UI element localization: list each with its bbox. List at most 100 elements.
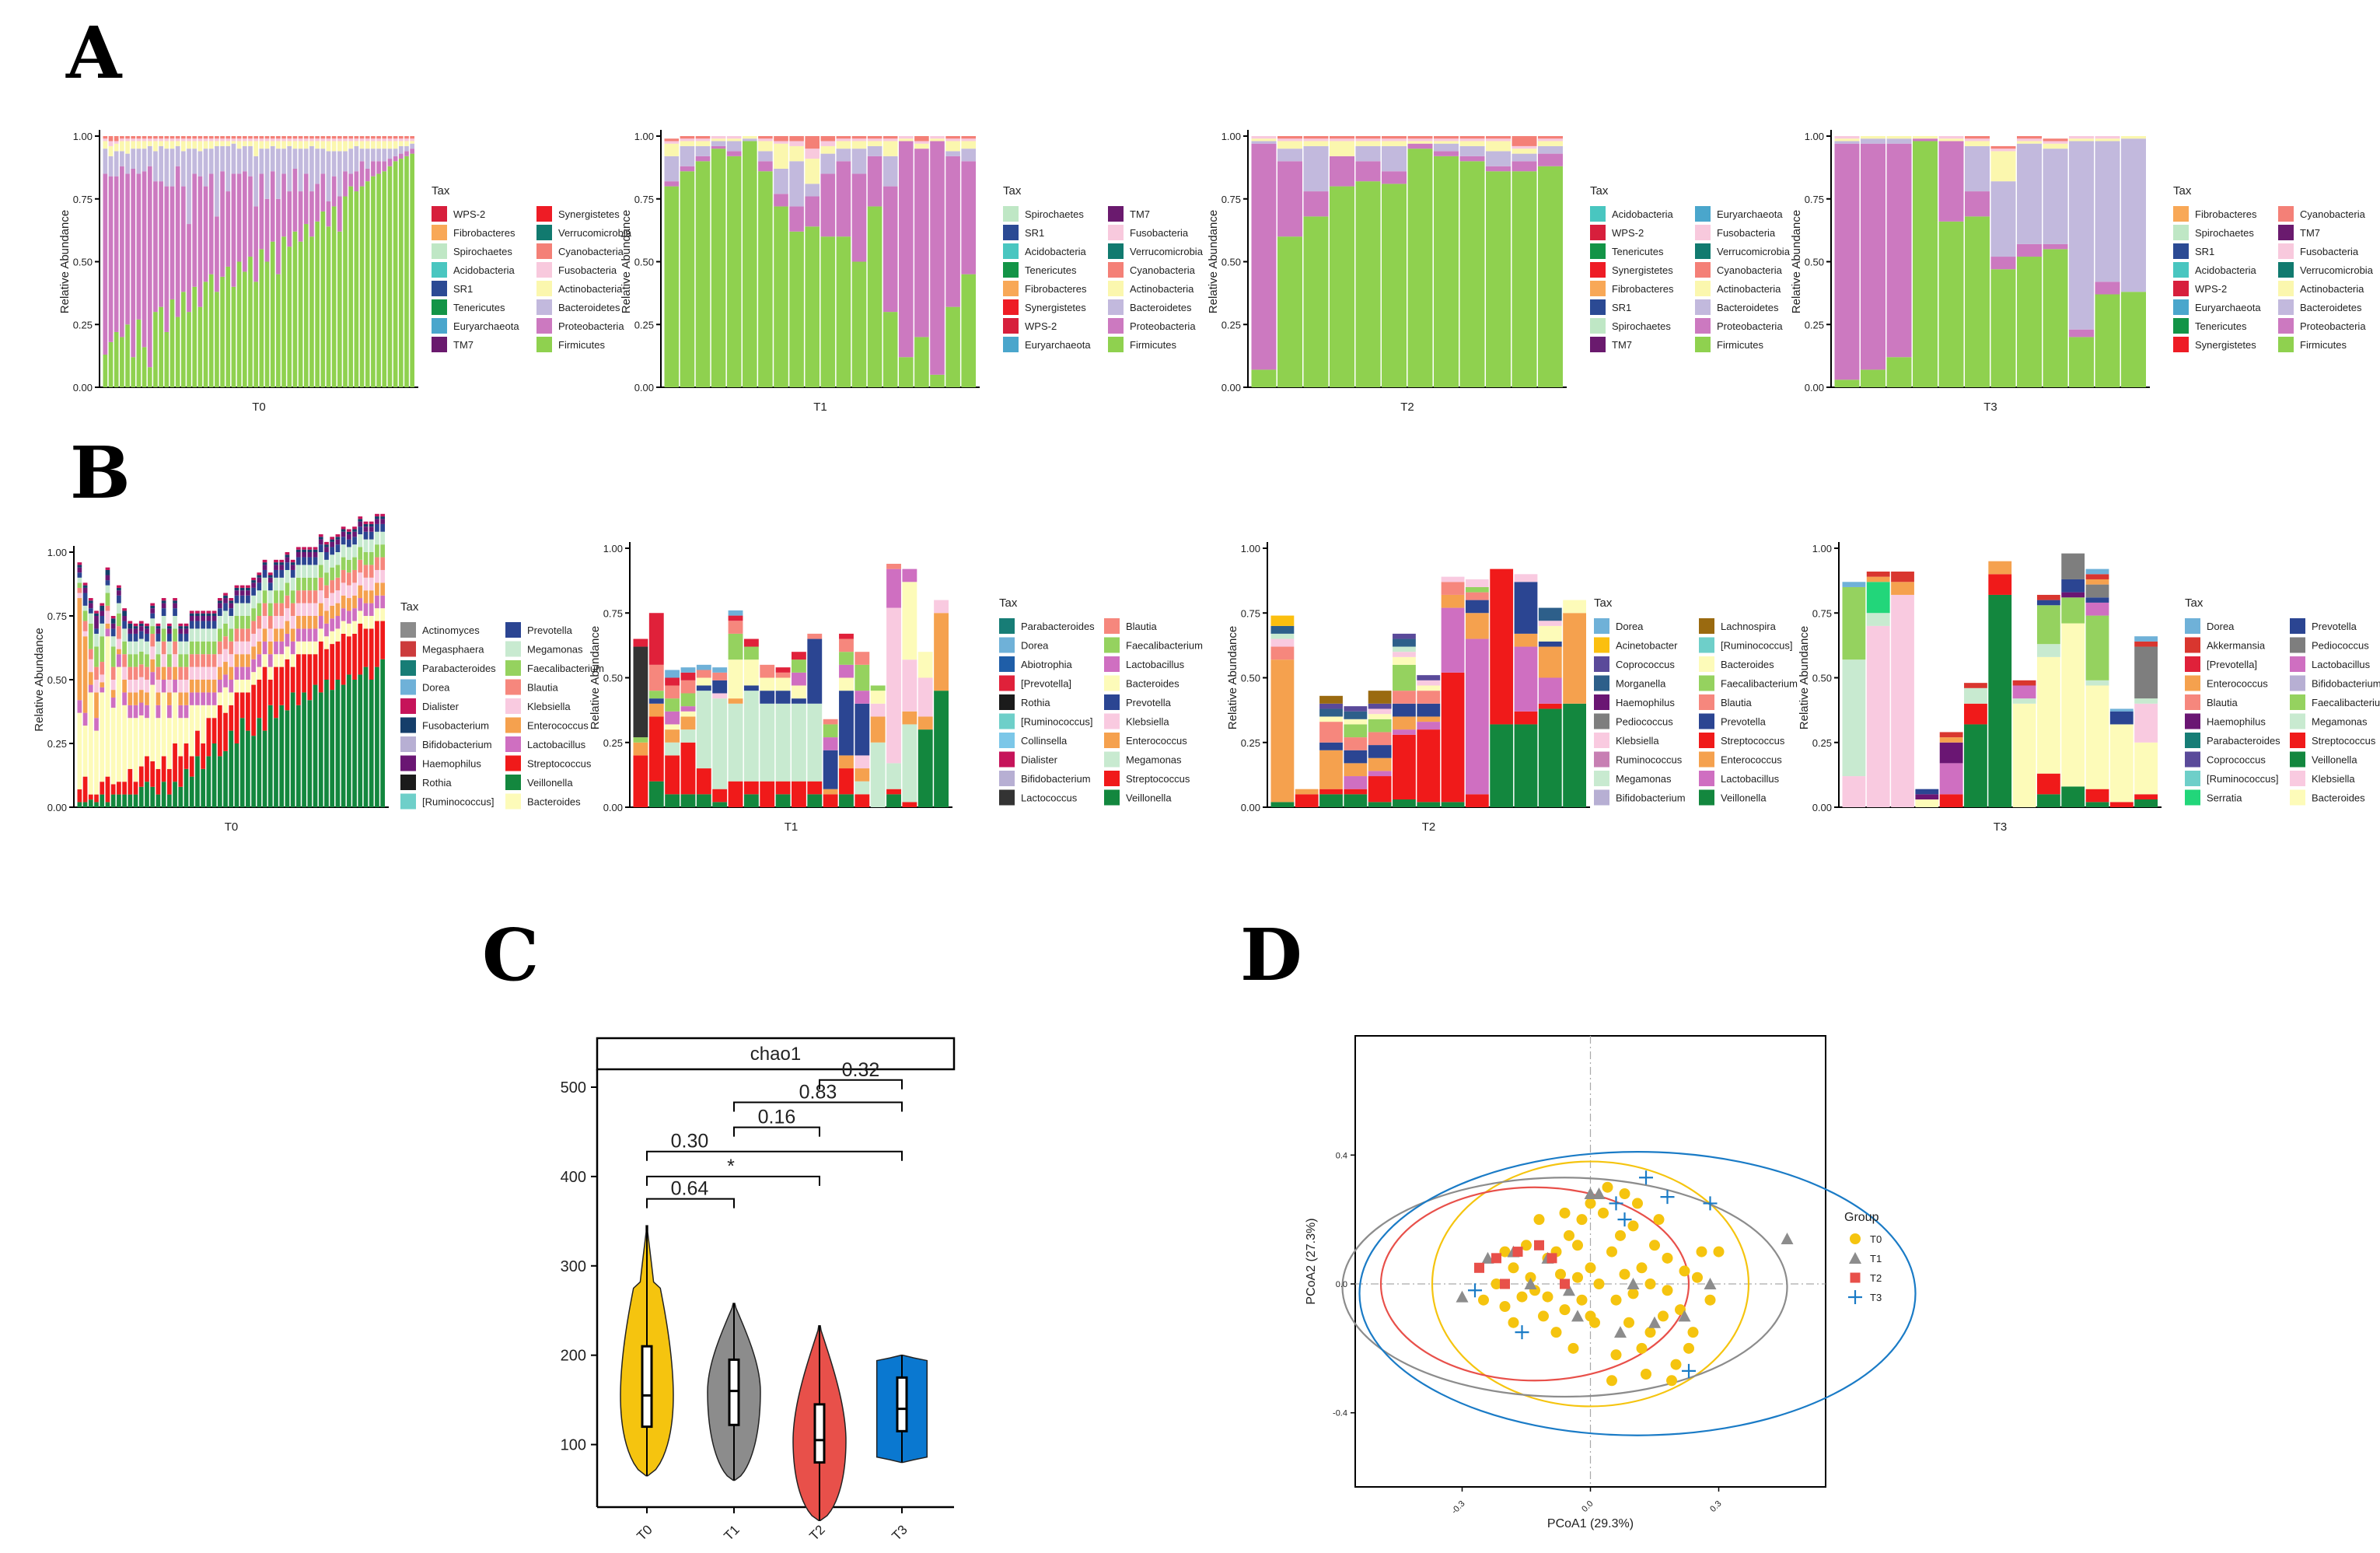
legend-label: Fibrobacteres	[453, 227, 515, 239]
bar-segment-Megamonas	[223, 610, 228, 624]
legend-label: SR1	[1612, 302, 1631, 313]
bar-segment-Enterococcus	[156, 692, 161, 705]
legend-label: Cyanobacteria	[1717, 264, 1783, 276]
bar-segment-Bacteroides	[696, 677, 711, 686]
legend-label: Cyanobacteria	[1130, 264, 1196, 276]
bar-segment-Prevotella	[712, 680, 728, 694]
legend-swatch	[1590, 299, 1606, 315]
bar-segment-Cyanobacteria	[348, 136, 354, 139]
legend-label: Actinobacteria	[2300, 283, 2364, 295]
legend-label: Bacteroides	[1126, 678, 1180, 690]
bar-segment-Faecalibacterium	[648, 691, 664, 699]
legend-swatch	[2185, 789, 2200, 806]
bar-segment-Fusobacteria	[320, 138, 326, 142]
bar-segment-Streptococcus	[2109, 802, 2134, 807]
bar-segment-Prevotella	[335, 544, 341, 552]
bar-segment-Streptococcus	[1441, 672, 1465, 803]
bar-segment-Cyanobacteria	[103, 136, 108, 139]
bar-segment-Firmicutes	[743, 141, 757, 387]
bar-segment-Haemophilus	[94, 616, 99, 629]
bar-segment-Actinobacteria	[343, 141, 348, 152]
bar-segment-Blautia	[166, 666, 172, 680]
x-axis-label: PCoA1 (29.3%)	[1547, 1517, 1634, 1530]
bar-segment-Proteobacteria	[303, 173, 309, 225]
bar-segment-Veillonella	[279, 705, 285, 807]
bar-segment-Streptococcus	[854, 794, 870, 807]
bar-segment-Dialister	[363, 521, 369, 524]
bar-segment-Firmicutes	[1459, 161, 1485, 388]
bar-segment-Cyanobacteria	[192, 136, 197, 139]
bar-segment-Prevotella	[217, 608, 222, 616]
bar-segment-Actinobacteria	[404, 141, 409, 146]
legend-swatch	[2185, 733, 2200, 748]
legend-label: Klebsiella	[1616, 735, 1659, 747]
bar-segment-Blautia	[696, 670, 711, 678]
bar-segment-Actinobacteria	[103, 141, 108, 149]
bar-segment-Proteobacteria	[276, 198, 281, 275]
legend-label: Spirochaetes	[453, 246, 512, 257]
bar-segment-Streptococcus	[633, 755, 648, 807]
bar-segment-Veillonella	[217, 756, 222, 807]
legend-swatch	[1590, 281, 1606, 296]
bar-segment-Faecalibacterium	[318, 565, 323, 578]
point-T0	[1683, 1342, 1694, 1354]
bar-segment-Coprococcus	[1393, 633, 1416, 639]
bar-segment-Blautia	[346, 572, 351, 586]
legend-swatch	[1594, 713, 1609, 729]
legend-swatch	[1003, 318, 1019, 334]
bar-segment-Faecalibacterium	[117, 613, 121, 627]
bar-segment-Actinobacteria	[726, 138, 742, 142]
point-T3	[1609, 1196, 1623, 1211]
point-T0	[1623, 1317, 1634, 1328]
bar-segment-Haemophilus	[302, 552, 306, 558]
bar-segment-Prevotella	[161, 608, 166, 616]
bar-segment-Prevotella	[324, 552, 329, 560]
bar-segment-Cyanobacteria	[393, 136, 398, 139]
legend-swatch	[2185, 713, 2200, 729]
y-tick-label: 0.00	[1221, 382, 1241, 393]
bar-segment-Lactobacillus	[217, 680, 222, 693]
x-tick-label: -0.3	[1450, 1499, 1467, 1516]
bar-segment-Fusobacteria	[1303, 138, 1329, 142]
bar-segment-Streptococcus	[792, 781, 806, 807]
bar-segment-Fusobacterium	[229, 600, 234, 603]
bar-segment-Streptococcus	[82, 776, 88, 803]
bar-segment-Lactobacillus	[133, 705, 138, 719]
bar-segment-Actinobacteria	[376, 141, 381, 149]
bar-segment-Firmicutes	[231, 286, 236, 387]
bar-segment-Fusobacteria	[192, 138, 197, 142]
bar-segment-Firmicutes	[197, 306, 203, 387]
bar-segment-Streptococcus	[346, 636, 351, 675]
bar-segment-Proteobacteria	[197, 176, 203, 307]
bar-segment-Veillonella	[1319, 794, 1343, 807]
bar-segment-Firmicutes	[131, 357, 136, 387]
bar-segment-Blautia	[223, 636, 228, 649]
bar-segment-Megamonas	[100, 623, 105, 637]
bar-segment-Prevotella	[648, 698, 664, 704]
bar-segment-Lactobacillus	[363, 603, 369, 616]
bar-segment-Klebsiella	[239, 641, 245, 655]
legend-swatch	[432, 206, 447, 222]
legend-swatch	[1590, 318, 1606, 334]
bar-segment-Bacteroidetes	[354, 145, 359, 172]
point-T0	[1627, 1220, 1639, 1232]
bar-segment-Veillonella	[2036, 794, 2060, 807]
bar-segment-Actinobacteria	[315, 141, 320, 149]
bar-segment-Megamonas	[251, 595, 256, 609]
bar-segment-Klebsiella	[346, 585, 351, 599]
bar-segment-Bacteroides	[246, 680, 250, 693]
legend-swatch	[400, 755, 416, 771]
bar-segment-Dialister	[201, 610, 206, 614]
point-T2	[1534, 1240, 1544, 1250]
legend-swatch	[1590, 225, 1606, 240]
bar-segment-Faecalibacterium	[665, 698, 680, 712]
bar-segment-Actinobacteria	[331, 141, 337, 152]
y-tick-label: 0.00	[1812, 802, 1832, 813]
bar-segment-Enterococcus	[1891, 582, 1914, 595]
bar-segment-Firmicutes	[248, 257, 253, 387]
bar-segment-Veillonella	[341, 684, 346, 807]
bar-segment-Streptococcus	[183, 743, 189, 769]
bar-segment-Streptococcus	[217, 705, 222, 757]
bar-segment-Lactobacillus	[257, 654, 262, 667]
point-T0	[1564, 1229, 1574, 1241]
